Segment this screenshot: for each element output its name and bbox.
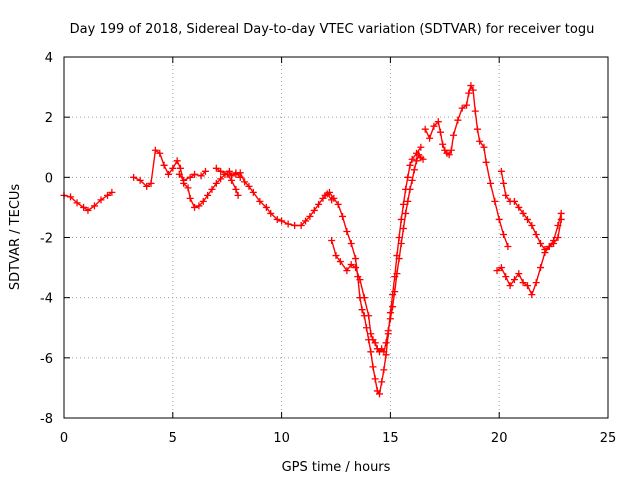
- series-trace: [325, 147, 421, 394]
- series-trace: [236, 173, 332, 226]
- data-point: [291, 222, 298, 229]
- data-point: [406, 162, 413, 169]
- data-point: [378, 378, 385, 385]
- data-point: [472, 108, 479, 115]
- data-point: [356, 294, 363, 301]
- data-point: [348, 240, 355, 247]
- data-point: [387, 309, 394, 316]
- data-point: [161, 162, 168, 169]
- data-point: [474, 126, 481, 133]
- data-point: [487, 180, 494, 187]
- y-tick-label: -8: [40, 412, 53, 427]
- data-point: [177, 165, 184, 172]
- data-point: [328, 237, 335, 244]
- data-point: [533, 279, 540, 286]
- data-point: [232, 186, 239, 193]
- data-point: [174, 157, 181, 164]
- data-point: [450, 132, 457, 139]
- data-point: [187, 195, 194, 202]
- data-point: [439, 141, 446, 148]
- data-point: [343, 228, 350, 235]
- data-point: [502, 273, 509, 280]
- y-tick-label: 2: [45, 111, 53, 126]
- data-point: [380, 366, 387, 373]
- data-point: [235, 192, 242, 199]
- sdtvar-chart: Day 199 of 2018, Sidereal Day-to-day VTE…: [0, 0, 640, 480]
- x-tick-label: 5: [169, 431, 177, 446]
- y-tick-label: 0: [45, 171, 53, 186]
- data-series: [61, 82, 565, 397]
- data-point: [402, 186, 409, 193]
- data-point: [504, 243, 511, 250]
- y-tick-label: -6: [40, 352, 53, 367]
- chart-title: Day 199 of 2018, Sidereal Day-to-day VTE…: [70, 22, 595, 37]
- data-point: [496, 216, 503, 223]
- data-point: [491, 198, 498, 205]
- data-point: [130, 174, 137, 181]
- data-point: [339, 213, 346, 220]
- y-axis-label: SDTVAR / TECUs: [8, 184, 23, 291]
- data-point: [500, 231, 507, 238]
- data-point: [411, 166, 418, 173]
- data-point: [422, 126, 429, 133]
- data-point: [537, 264, 544, 271]
- data-point: [352, 255, 359, 262]
- data-point: [500, 180, 507, 187]
- data-point: [533, 231, 540, 238]
- axis-ticks: 0 5 10 15 20 25 -8 -6 -4 -2 0 2 4: [40, 51, 616, 446]
- data-point: [191, 204, 198, 211]
- x-tick-label: 20: [491, 431, 508, 446]
- x-tick-label: 15: [382, 431, 399, 446]
- data-point: [372, 375, 379, 382]
- y-tick-label: 4: [45, 51, 53, 66]
- x-axis-label: GPS time / hours: [282, 460, 391, 475]
- data-point: [483, 159, 490, 166]
- data-point: [361, 312, 368, 319]
- data-point: [528, 291, 535, 298]
- data-point: [454, 117, 461, 124]
- x-tick-label: 25: [600, 431, 617, 446]
- data-point: [363, 324, 370, 331]
- y-tick-label: -2: [40, 232, 53, 247]
- series-trace: [332, 155, 423, 352]
- y-tick-label: -4: [40, 292, 53, 307]
- data-point: [367, 348, 374, 355]
- data-point: [558, 210, 565, 217]
- data-point: [437, 129, 444, 136]
- x-tick-label: 0: [60, 431, 68, 446]
- data-point: [369, 363, 376, 370]
- data-point: [426, 135, 433, 142]
- grid: [64, 57, 608, 418]
- data-point: [285, 220, 292, 227]
- data-point: [359, 306, 366, 313]
- data-point: [383, 339, 390, 346]
- series-trace: [425, 86, 508, 247]
- data-point: [278, 217, 285, 224]
- x-tick-label: 10: [273, 431, 290, 446]
- data-point: [365, 336, 372, 343]
